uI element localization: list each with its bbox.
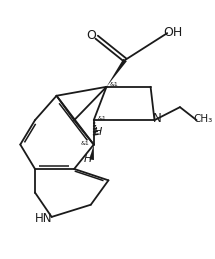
Text: CH₃: CH₃ (193, 114, 213, 124)
Text: HN: HN (34, 212, 52, 225)
Polygon shape (106, 59, 127, 87)
Text: OH: OH (163, 26, 183, 39)
Text: &1: &1 (97, 116, 106, 120)
Text: N: N (153, 112, 161, 125)
Text: &1: &1 (81, 141, 90, 146)
Text: H: H (84, 154, 92, 164)
Text: O: O (86, 29, 96, 42)
Text: H: H (94, 127, 103, 137)
Polygon shape (89, 145, 94, 160)
Text: &1: &1 (110, 82, 119, 87)
